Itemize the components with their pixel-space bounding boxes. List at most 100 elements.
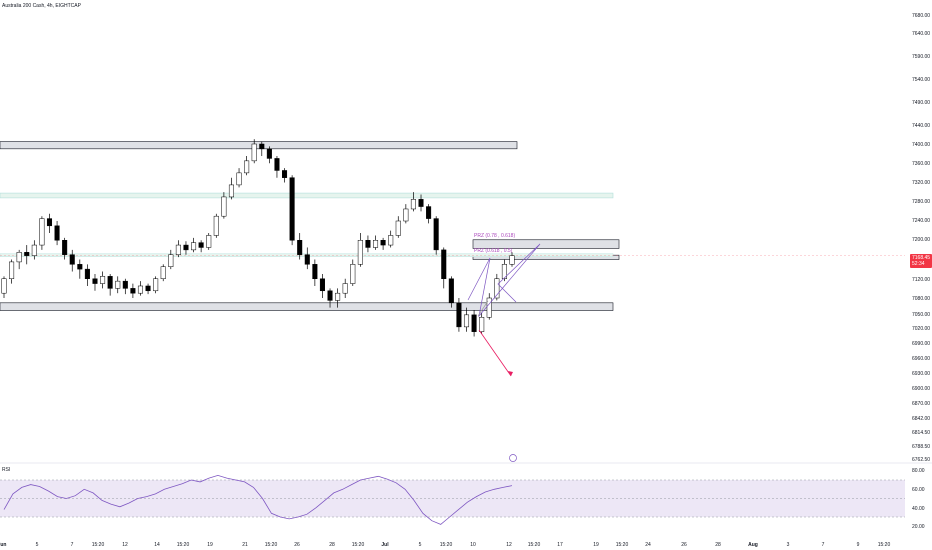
candle-body xyxy=(372,240,379,248)
candle xyxy=(418,194,424,212)
price-tick: 7050.00 xyxy=(912,312,930,318)
candle-body xyxy=(486,297,492,318)
zone-4 xyxy=(0,302,614,311)
candle-body xyxy=(456,302,462,328)
time-tick: 5 xyxy=(36,542,39,548)
candle-body xyxy=(54,225,60,241)
candle xyxy=(145,283,151,295)
price-tick: 7440.00 xyxy=(912,123,930,129)
candle-body xyxy=(388,235,394,246)
candle xyxy=(365,235,371,253)
candle-body xyxy=(77,264,83,270)
candle-body xyxy=(426,206,432,219)
price-tick: 6960.00 xyxy=(912,356,930,362)
candle xyxy=(342,278,348,298)
candle xyxy=(486,293,492,320)
candle-body xyxy=(100,276,106,284)
price-tick: 7490.00 xyxy=(912,100,930,106)
candle xyxy=(509,252,515,267)
candle xyxy=(84,264,90,286)
candle-body xyxy=(471,314,477,332)
price-tick: 7320.00 xyxy=(912,180,930,186)
candle xyxy=(289,175,295,246)
candle xyxy=(69,249,75,272)
price-tick: 7540.00 xyxy=(912,77,930,83)
candle xyxy=(191,237,197,253)
candle xyxy=(24,245,30,265)
candle-body xyxy=(198,242,204,248)
candle-body xyxy=(183,244,189,251)
candle xyxy=(304,247,310,270)
price-tick: 7240.00 xyxy=(912,218,930,224)
candle-body xyxy=(16,252,22,263)
candle-body xyxy=(137,285,144,294)
rsi-tick: 80.00 xyxy=(912,468,925,474)
candle-body xyxy=(410,199,416,210)
time-tick: 15:20 xyxy=(528,542,541,548)
candle-body xyxy=(46,218,53,227)
candle xyxy=(388,230,394,248)
candle-body xyxy=(304,254,310,265)
time-tick: Jun xyxy=(0,542,6,548)
candle-body xyxy=(115,280,121,289)
candles-layer xyxy=(1,139,515,337)
candle-body xyxy=(236,172,242,186)
price-tick: 7120.00 xyxy=(912,277,930,283)
time-axis: Jun 5 7 15:20 12 14 15:20 19 21 15:20 26 28 15:20 Jul… xyxy=(0,542,890,548)
price-tick: 6814.50 xyxy=(912,430,930,436)
candle xyxy=(448,276,454,308)
candle xyxy=(319,273,325,298)
candle xyxy=(350,259,356,286)
candle-body xyxy=(160,266,166,279)
price-tick: 7680.00 xyxy=(912,13,930,19)
candle xyxy=(160,264,166,282)
candle-body xyxy=(463,314,470,328)
candle xyxy=(403,204,409,224)
last-price-badge xyxy=(910,254,932,268)
candle-body xyxy=(168,254,174,267)
candle-body xyxy=(213,215,219,236)
time-tick: 7 xyxy=(71,542,74,548)
candle-body xyxy=(122,280,128,289)
time-tick: 15:20 xyxy=(265,542,278,548)
candle-body xyxy=(1,278,7,294)
candle-body xyxy=(228,184,234,198)
candle-body xyxy=(395,220,401,236)
zone-label-3: PRZ (0.618 , 0.5) xyxy=(474,248,513,254)
candle xyxy=(206,233,212,250)
candle-body xyxy=(418,199,424,207)
time-tick: 24 xyxy=(645,542,651,548)
zone-2 xyxy=(472,239,620,249)
candle xyxy=(327,288,333,308)
candle xyxy=(433,216,439,255)
candle-body xyxy=(289,177,295,241)
candle-body xyxy=(266,148,272,159)
candle-body xyxy=(130,288,136,294)
candle xyxy=(39,216,45,250)
candle xyxy=(251,139,257,164)
price-tick: 7020.00 xyxy=(912,326,930,332)
candle-body xyxy=(441,249,447,279)
candle xyxy=(77,259,83,279)
candle-body xyxy=(448,278,454,304)
candle-body xyxy=(175,244,181,255)
chart-title: Australia 200 Cash, 4h, EIGHTCAP xyxy=(2,3,81,9)
target-line xyxy=(478,329,512,377)
candle xyxy=(426,204,432,224)
candle xyxy=(236,168,242,188)
candle xyxy=(130,283,136,298)
candle xyxy=(115,276,121,294)
pattern-lines xyxy=(467,243,541,318)
candle xyxy=(410,192,416,212)
candle-body xyxy=(274,158,280,171)
price-tick: 6870.00 xyxy=(912,401,930,407)
price-tick: 6900.00 xyxy=(912,386,930,392)
price-tick: 6930.00 xyxy=(912,371,930,377)
candle xyxy=(335,288,341,308)
candle xyxy=(137,281,144,296)
time-tick: 15:20 xyxy=(616,542,629,548)
candle xyxy=(479,312,485,335)
candle-body xyxy=(509,255,515,265)
candle-body xyxy=(221,196,227,217)
